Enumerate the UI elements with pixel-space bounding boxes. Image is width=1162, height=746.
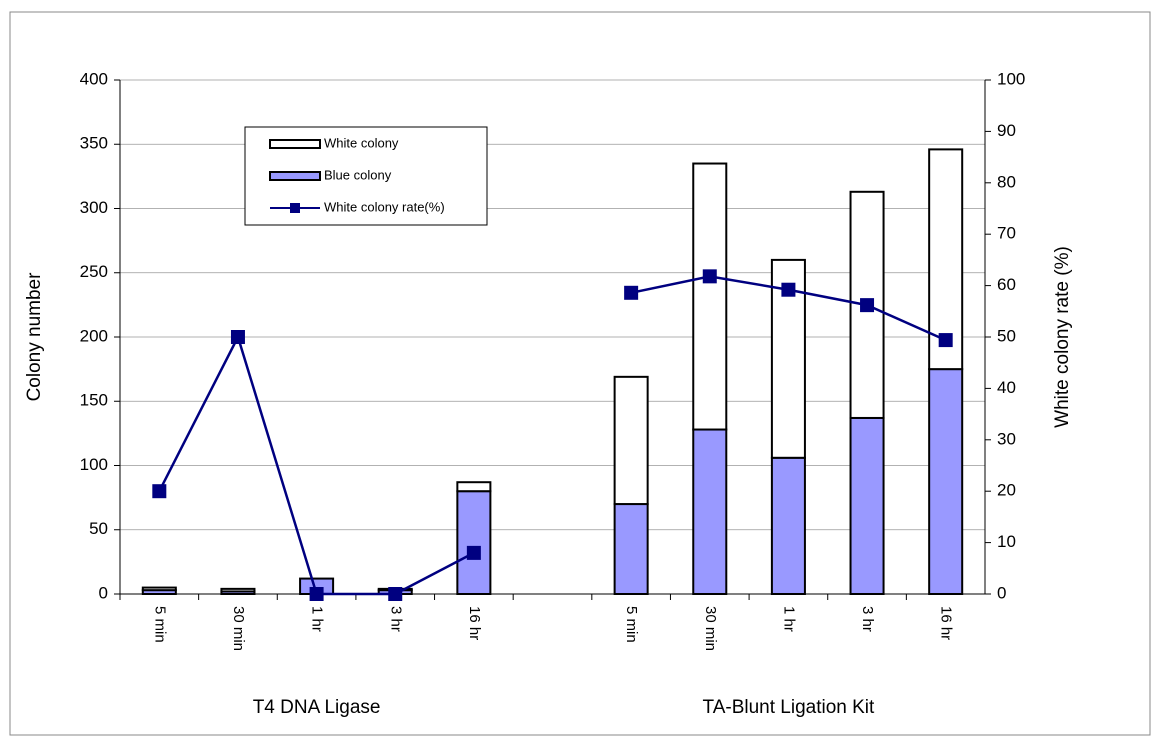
group-label: TA-Blunt Ligation Kit xyxy=(703,697,876,718)
x-tick-label: 30 min xyxy=(702,606,719,651)
y2-tick-label: 80 xyxy=(997,172,1016,191)
legend-swatch xyxy=(269,171,321,181)
y2-tick-label: 20 xyxy=(997,481,1016,500)
bar xyxy=(141,586,177,592)
x-tick-label: 3 hr xyxy=(387,606,404,632)
bar xyxy=(220,587,256,593)
point xyxy=(152,484,167,499)
x-tick-label: 1 hr xyxy=(780,606,797,632)
point xyxy=(938,333,953,348)
point xyxy=(702,269,717,284)
y2-tick-label: 100 xyxy=(997,69,1025,88)
point xyxy=(466,545,481,560)
bar xyxy=(770,456,806,596)
x-tick-label: 5 min xyxy=(151,606,168,643)
point xyxy=(624,285,639,300)
legend-marker xyxy=(290,203,300,213)
bar xyxy=(613,503,649,595)
y-tick-label: 250 xyxy=(80,262,108,281)
point xyxy=(230,330,245,344)
y2-tick-label: 70 xyxy=(997,224,1016,243)
y2-tick-label: 50 xyxy=(997,326,1016,345)
bar xyxy=(928,148,964,371)
x-tick-label: 30 min xyxy=(230,606,247,651)
y2-tick-label: 0 xyxy=(997,583,1006,602)
legend-label: Blue colony xyxy=(324,167,392,182)
group-label: T4 DNA Ligase xyxy=(253,697,381,718)
legend-label: White colony xyxy=(324,135,399,150)
y2-tick-label: 40 xyxy=(997,378,1016,397)
point xyxy=(860,298,875,313)
x-tick-label: 5 min xyxy=(623,606,640,643)
y2-tick-label: 30 xyxy=(997,429,1016,448)
legend-swatch xyxy=(269,139,321,149)
x-tick-label: 3 hr xyxy=(859,606,876,632)
bar xyxy=(692,428,728,595)
legend-label: White colony rate(%) xyxy=(324,199,445,214)
y-tick-label: 350 xyxy=(80,134,108,153)
x-tick-label: 16 hr xyxy=(466,606,483,640)
bar xyxy=(849,190,885,419)
y-tick-label: 200 xyxy=(80,326,108,345)
y-tick-label: 100 xyxy=(80,455,108,474)
legend: White colony Blue colony White colony rate… xyxy=(244,126,488,226)
y2-tick-label: 90 xyxy=(997,121,1016,140)
y-tick-label: 300 xyxy=(80,198,108,217)
y-axis-label: Colony number xyxy=(24,272,45,402)
point xyxy=(388,587,403,601)
x-tick-label: 16 hr xyxy=(938,606,955,640)
x-tick-label: 1 hr xyxy=(309,606,326,632)
point xyxy=(309,587,324,601)
bar xyxy=(456,481,492,493)
y-tick-label: 50 xyxy=(89,519,108,538)
y-tick-label: 150 xyxy=(80,391,108,410)
y-tick-label: 400 xyxy=(80,69,108,88)
point xyxy=(781,282,796,297)
y2-axis-label: White colony rate (%) xyxy=(1052,246,1073,428)
grid xyxy=(114,79,991,600)
y2-tick-label: 60 xyxy=(997,275,1016,294)
y2-tick-label: 10 xyxy=(997,532,1016,551)
bar xyxy=(692,162,728,431)
bar xyxy=(928,368,964,595)
bar xyxy=(849,416,885,595)
bar xyxy=(613,375,649,506)
y-tick-label: 0 xyxy=(99,583,108,602)
marks xyxy=(141,148,964,601)
bar xyxy=(456,490,492,596)
chart-border xyxy=(9,11,1151,736)
